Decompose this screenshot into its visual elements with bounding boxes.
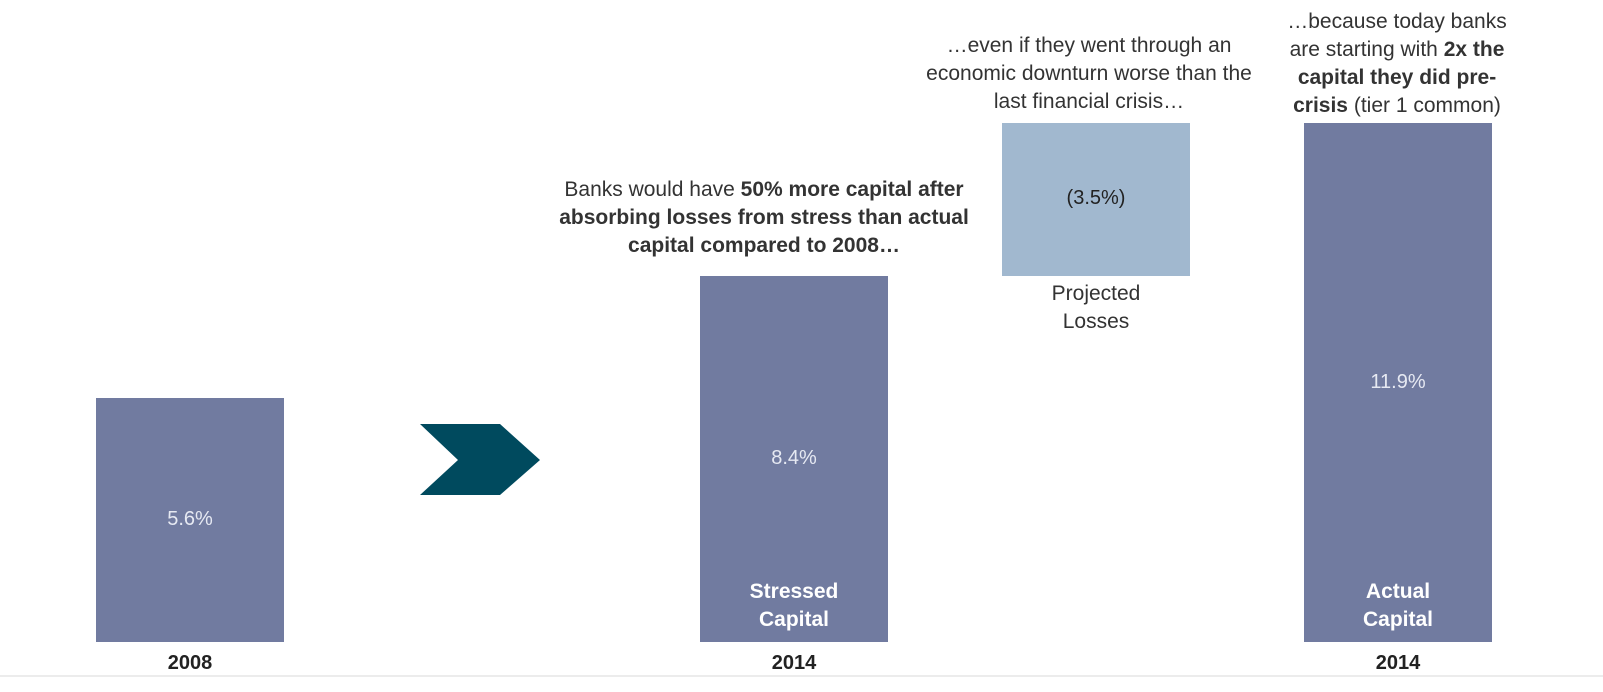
value-label: 8.4%: [771, 446, 817, 469]
annotation: …even if they went through an economic d…: [920, 32, 1258, 116]
annotation-part: Banks would have: [564, 178, 741, 201]
annotation-part: 2x the capital they did pre-crisis: [1293, 38, 1505, 117]
category-label: 2014: [771, 652, 817, 674]
value-label: 5.6%: [167, 507, 213, 530]
bar: [1002, 123, 1190, 276]
annotation: …because today banks are starting with 2…: [1272, 8, 1522, 120]
annotation-part: 50% more capital after absorbing losses …: [559, 178, 969, 257]
bar: [1304, 123, 1492, 642]
bar: [96, 397, 284, 642]
value-label: (3.5%): [1066, 187, 1126, 210]
bar-label: Actual Capital: [1362, 580, 1433, 631]
arrow: [420, 424, 540, 495]
category-label: 2008: [167, 652, 213, 674]
annotation-part: (tier 1 common): [1348, 94, 1501, 117]
value-label: 11.9%: [1370, 370, 1426, 393]
bar-label: Projected Losses: [1051, 281, 1141, 333]
annotation-part: …because today banks are starting with: [1287, 10, 1507, 61]
annotation: Banks would have 50% more capital after …: [535, 176, 993, 260]
annotation-part: …even if they went through an economic d…: [926, 34, 1252, 113]
bar-label: Stressed Capital: [749, 580, 839, 631]
category-label: 2014: [1375, 652, 1421, 674]
bar: [700, 275, 888, 642]
